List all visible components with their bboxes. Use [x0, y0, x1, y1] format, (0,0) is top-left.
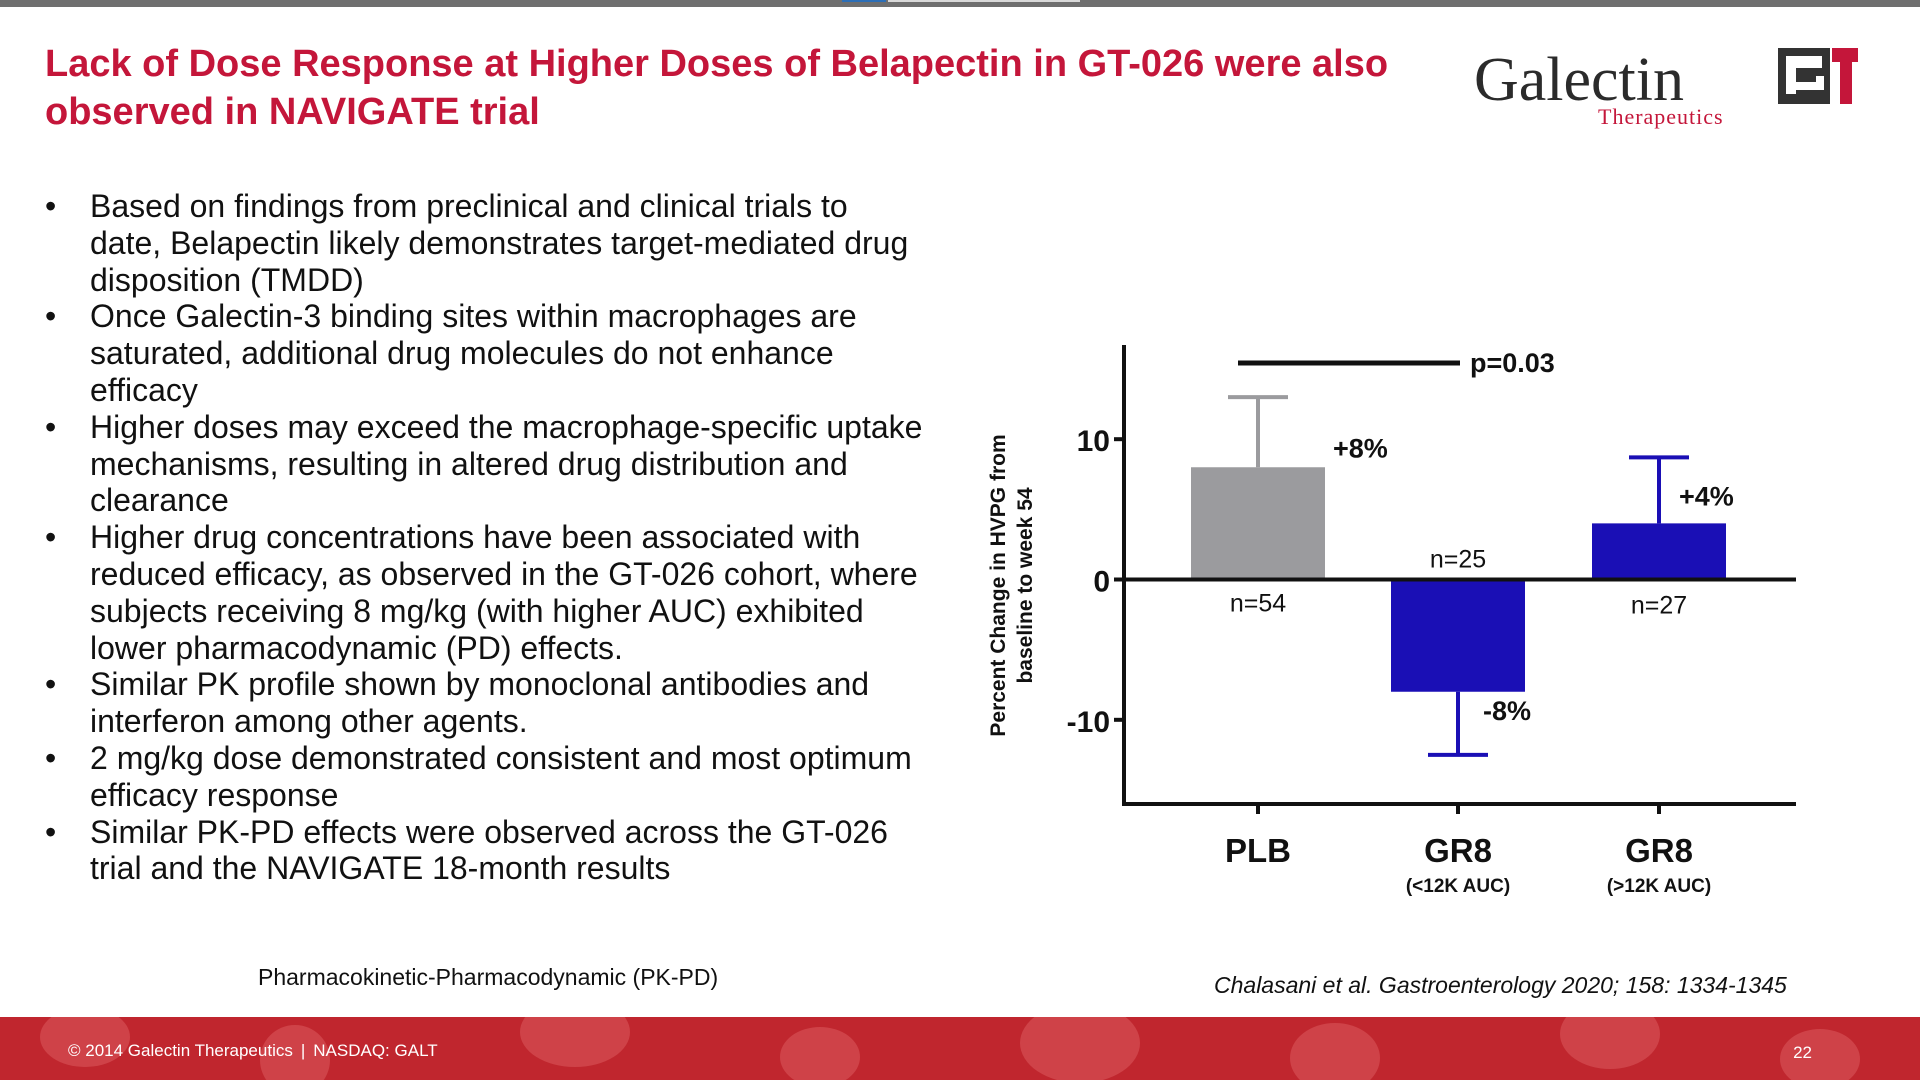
bullet-symbol: • [45, 298, 57, 335]
significance-label: p=0.03 [1470, 348, 1555, 378]
bullet-item: • Higher drug concentrations have been as… [45, 519, 925, 666]
x-tick-label: GR8 [1424, 832, 1492, 869]
y-axis-title-line: baseline to week 54 [1014, 487, 1037, 683]
bullet-text: Similar PK profile shown by monoclonal a… [90, 666, 870, 740]
slide-title: Lack of Dose Response at Higher Doses of… [45, 43, 1389, 133]
logo-subtitle: Therapeutics [1598, 104, 1724, 129]
citation: Chalasani et al. Gastroenterology 2020; … [1214, 972, 1787, 998]
logo-name: Galectin [1474, 46, 1684, 114]
top-bar [0, 0, 1920, 7]
footer-decoration [1780, 1029, 1860, 1080]
bullet-item: • Similar PK-PD effects were observed acr… [45, 814, 925, 888]
page-number: 22 [1793, 1043, 1812, 1062]
bullet-symbol: • [45, 408, 57, 445]
bullet-symbol: • [45, 519, 57, 556]
hvpg-bar-chart: 10 0 -10 Percent Change in HVPG from baselin… [987, 345, 1796, 897]
footer-decoration [1560, 1017, 1660, 1069]
footer-decoration [1290, 1023, 1380, 1080]
x-tick-label: PLB [1225, 832, 1291, 869]
bullet-symbol: • [45, 813, 57, 850]
bullet-symbol: • [45, 739, 57, 776]
bullet-text: 2 mg/kg dose demonstrated consistent and… [90, 739, 912, 813]
bullet-symbol: • [45, 188, 57, 224]
footer-decoration [780, 1027, 860, 1080]
n-label: n=54 [1230, 590, 1286, 618]
bullet-text: Based on findings from preclinical and c… [90, 188, 909, 298]
y-tick-label: 10 [1077, 425, 1110, 458]
bullet-text: Higher doses may exceed the macrophage-s… [90, 408, 923, 519]
top-bar-accent-light [888, 0, 1080, 2]
x-tick-sublabel: (<12K AUC) [1406, 876, 1510, 897]
footer-decoration [1020, 1017, 1140, 1080]
bar [1592, 523, 1726, 580]
y-axis-title-line: Percent Change in HVPG from [987, 434, 1010, 736]
footer-ticker: NASDAQ: GALT [313, 1041, 438, 1060]
footer-copyright: © 2014 Galectin Therapeutics [68, 1041, 293, 1060]
footer-decoration [40, 1017, 130, 1067]
top-bar-accent [842, 0, 886, 2]
bullet-item: • Higher doses may exceed the macrophage-… [45, 409, 925, 519]
bullet-item: • 2 mg/kg dose demonstrated consistent an… [45, 740, 925, 814]
footer: © 2014 Galectin Therapeutics | NASDAQ: GAL… [0, 1017, 1920, 1080]
bullet-text: Once Galectin-3 binding sites within mac… [90, 298, 857, 408]
x-tick-sublabel: (>12K AUC) [1607, 876, 1711, 897]
bullet-symbol: • [45, 666, 57, 703]
x-tick-label: GR8 [1625, 832, 1693, 869]
y-tick-label: -10 [1067, 706, 1110, 739]
bar [1391, 579, 1525, 692]
bullet-list: • Based on findings from preclinical and … [45, 188, 925, 887]
n-label: n=25 [1430, 546, 1486, 574]
data-label: -8% [1483, 696, 1531, 726]
footer-decoration [260, 1025, 330, 1080]
footer-decoration [520, 1017, 630, 1067]
bullet-item: • Once Galectin-3 binding sites within ma… [45, 298, 925, 408]
footer-separator: | [300, 1041, 306, 1060]
galectin-logo: Galectin Therapeutics [1474, 46, 1858, 129]
bar [1191, 467, 1325, 580]
pkpd-note: Pharmacokinetic-Pharmacodynamic (PK-PD) [258, 964, 719, 990]
n-label: n=27 [1631, 592, 1687, 620]
data-label: +4% [1679, 481, 1734, 511]
logo-mark-icon [1778, 48, 1858, 104]
bullet-text: Higher drug concentrations have been ass… [90, 519, 918, 666]
y-tick-label: 0 [1093, 566, 1110, 599]
bullet-item: • Based on findings from preclinical and … [45, 188, 925, 298]
data-label: +8% [1333, 433, 1388, 463]
footer-left: © 2014 Galectin Therapeutics | NASDAQ: GAL… [68, 1041, 438, 1061]
bullet-text: Similar PK-PD effects were observed acro… [90, 813, 888, 887]
bullet-item: • Similar PK profile shown by monoclonal … [45, 666, 925, 740]
